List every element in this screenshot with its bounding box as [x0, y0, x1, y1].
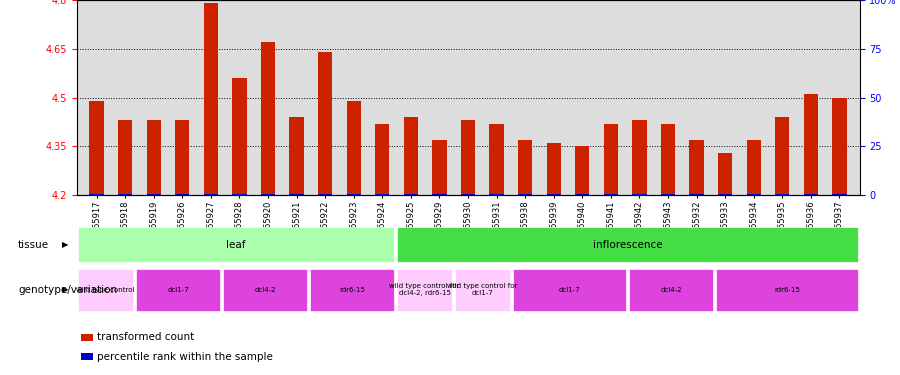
Bar	[176, 120, 189, 195]
Bar	[513, 268, 626, 311]
Bar	[432, 140, 446, 195]
Bar	[136, 268, 220, 311]
Bar	[118, 120, 132, 195]
Bar	[518, 194, 532, 195]
Bar	[290, 117, 303, 195]
Bar	[716, 268, 858, 311]
Bar	[718, 194, 733, 195]
Bar	[575, 194, 590, 195]
Bar	[747, 194, 760, 195]
Bar	[689, 194, 704, 195]
Bar	[203, 3, 218, 195]
Bar	[290, 194, 303, 195]
Bar	[318, 52, 332, 195]
Bar	[775, 117, 789, 195]
Text: leaf: leaf	[226, 240, 246, 250]
Bar	[661, 123, 675, 195]
Bar	[318, 194, 332, 195]
Bar	[176, 194, 189, 195]
Bar	[604, 123, 618, 195]
Bar	[223, 268, 307, 311]
Bar	[78, 227, 394, 262]
Bar	[89, 194, 104, 195]
Bar	[404, 194, 418, 195]
Bar	[832, 98, 847, 195]
Bar	[575, 146, 590, 195]
Text: dcl1-7: dcl1-7	[559, 286, 580, 292]
Bar	[232, 78, 247, 195]
Bar	[804, 94, 818, 195]
Bar	[232, 194, 247, 195]
Bar	[490, 194, 504, 195]
Text: wild type control: wild type control	[76, 286, 135, 292]
Bar	[661, 194, 675, 195]
Text: tissue: tissue	[18, 240, 50, 250]
Bar	[461, 194, 475, 195]
Bar	[375, 123, 390, 195]
Bar	[147, 194, 161, 195]
Bar	[747, 140, 760, 195]
Bar	[397, 268, 452, 311]
Bar	[689, 140, 704, 195]
Bar	[346, 101, 361, 195]
Bar	[455, 268, 510, 311]
Bar	[78, 268, 133, 311]
Bar	[804, 194, 818, 195]
Text: wild type control for
dcl1-7: wild type control for dcl1-7	[447, 283, 518, 296]
Bar	[546, 143, 561, 195]
Text: ▶: ▶	[62, 285, 69, 294]
Bar	[89, 101, 104, 195]
Text: transformed count: transformed count	[97, 332, 194, 342]
Bar	[261, 194, 275, 195]
Text: rdr6-15: rdr6-15	[774, 286, 800, 292]
Bar	[546, 194, 561, 195]
Bar	[397, 227, 858, 262]
Text: dcl1-7: dcl1-7	[167, 286, 189, 292]
Text: dcl4-2: dcl4-2	[254, 286, 275, 292]
Bar	[461, 120, 475, 195]
Bar	[261, 42, 275, 195]
Bar	[775, 194, 789, 195]
Bar	[432, 194, 446, 195]
Bar	[490, 123, 504, 195]
Text: ▶: ▶	[62, 240, 69, 249]
Bar	[604, 194, 618, 195]
Text: genotype/variation: genotype/variation	[18, 285, 117, 295]
Bar	[147, 120, 161, 195]
Bar	[633, 120, 646, 195]
Bar	[346, 194, 361, 195]
Bar	[629, 268, 713, 311]
Text: wild type control for
dcl4-2, rdr6-15: wild type control for dcl4-2, rdr6-15	[390, 283, 460, 296]
Text: dcl4-2: dcl4-2	[661, 286, 682, 292]
Bar	[375, 194, 390, 195]
Text: percentile rank within the sample: percentile rank within the sample	[97, 352, 273, 362]
Bar	[118, 194, 132, 195]
Text: inflorescence: inflorescence	[593, 240, 662, 250]
Bar	[310, 268, 394, 311]
Bar	[518, 140, 532, 195]
Bar	[718, 153, 733, 195]
Bar	[633, 194, 646, 195]
Text: rdr6-15: rdr6-15	[339, 286, 365, 292]
Bar	[832, 194, 847, 195]
Bar	[404, 117, 418, 195]
Bar	[203, 194, 218, 195]
